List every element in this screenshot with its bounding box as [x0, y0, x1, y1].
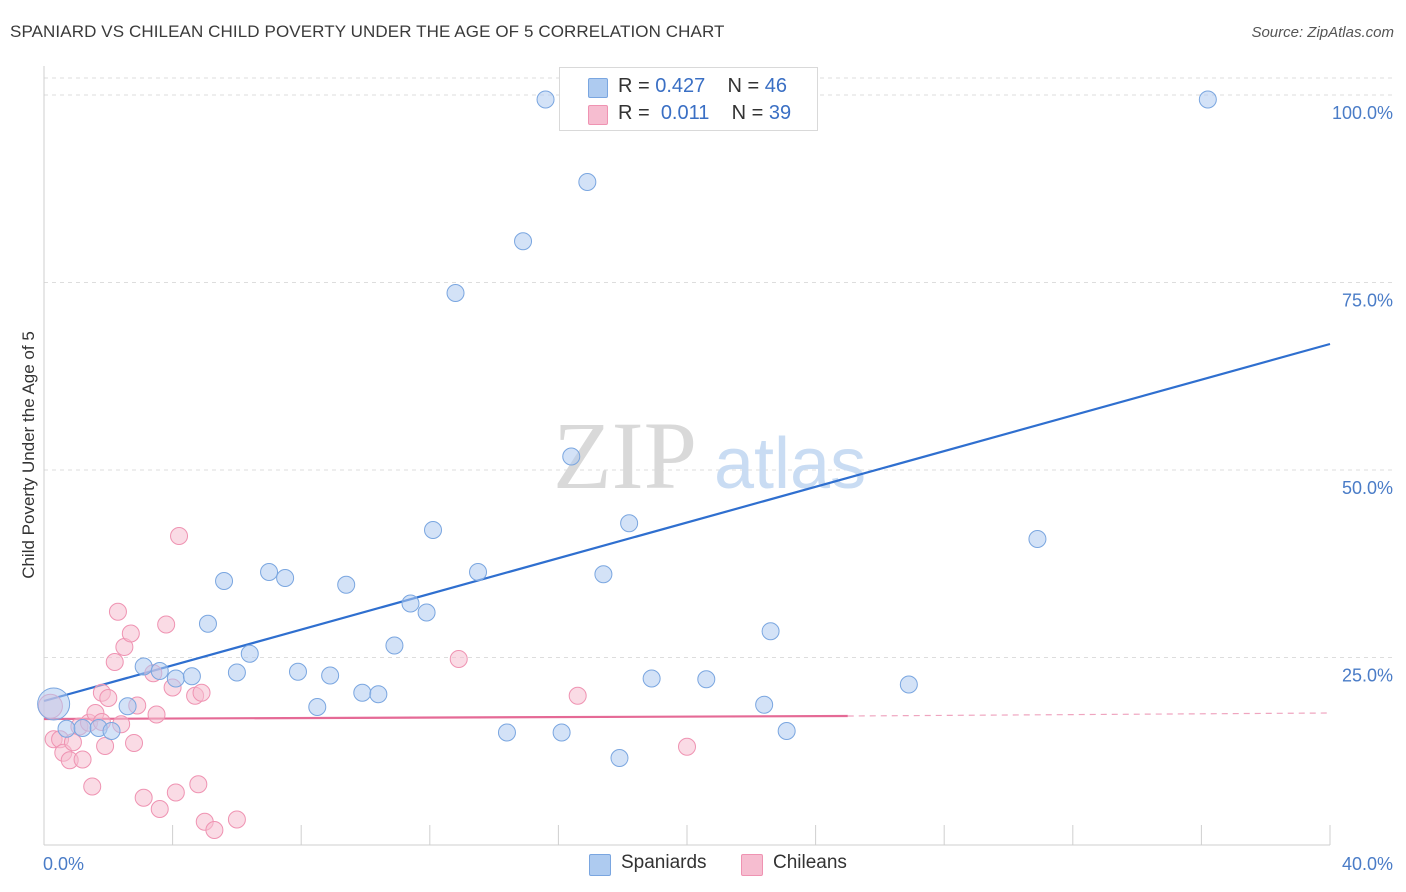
spaniard-point: [57, 719, 76, 738]
spaniard-point: [697, 670, 716, 689]
spaniards-trend-line: [43, 342, 1331, 703]
chilean-point: [157, 615, 176, 634]
spaniard-point: [308, 698, 327, 716]
chilean-point: [189, 775, 208, 794]
spaniards-swatch: [588, 78, 608, 98]
spaniards-legend-label: Spaniards: [621, 852, 707, 873]
spaniard-point: [150, 662, 169, 680]
spaniard-point: [288, 662, 307, 681]
chilean-point: [99, 689, 118, 707]
spaniard-point: [240, 644, 259, 663]
spaniard-point: [777, 722, 796, 740]
chileans-trend-line: [43, 714, 848, 721]
spaniard-point: [610, 749, 629, 767]
chilean-point: [83, 777, 102, 796]
spaniard-point: [215, 572, 234, 590]
spaniard-point: [385, 636, 404, 655]
spaniard-point: [166, 669, 185, 688]
chilean-point: [121, 624, 140, 643]
chileans-legend-label: Chileans: [773, 852, 847, 873]
chilean-point: [205, 821, 224, 839]
y-tick-label-50: 50.0%: [1342, 478, 1393, 498]
spaniard-point: [755, 695, 774, 714]
chilean-point: [568, 686, 587, 705]
spaniard-point: [401, 594, 420, 613]
spaniard-point: [899, 675, 918, 694]
y-tick-label-25: 25.0%: [1342, 666, 1393, 686]
spaniards-points: [37, 90, 1217, 767]
y-tick-label-100: 100.0%: [1332, 103, 1393, 123]
spaniard-point: [446, 284, 465, 302]
spaniard-point: [118, 697, 137, 716]
legend-r-label: R =: [618, 75, 656, 97]
chilean-point: [449, 650, 468, 668]
spaniard-point: [134, 657, 153, 676]
spaniard-point: [761, 622, 780, 641]
chilean-point: [73, 750, 92, 769]
chileans-trend-line-extension: [847, 712, 1331, 717]
spaniard-point: [424, 521, 443, 539]
spaniard-point: [369, 685, 388, 704]
chilean-point: [147, 705, 166, 724]
spaniard-point: [260, 563, 279, 581]
chileans-swatch: [588, 105, 608, 125]
spaniard-point: [337, 575, 356, 594]
spaniard-point: [620, 514, 639, 533]
legend-n-value: 46: [764, 75, 788, 97]
chilean-point: [96, 737, 115, 755]
spaniard-point: [514, 232, 533, 251]
x-tick-label-min: 0.0%: [43, 854, 84, 874]
spaniard-point: [73, 719, 92, 737]
spaniard-point: [353, 683, 372, 702]
chilean-point: [108, 602, 127, 621]
spaniard-point: [497, 723, 516, 742]
y-axis-label: Child Poverty Under the Age of 5: [19, 331, 38, 579]
spaniards-legend-swatch: [589, 854, 611, 876]
spaniard-point: [198, 614, 217, 633]
x-tick-label-max: 40.0%: [1342, 854, 1393, 874]
spaniard-point: [182, 667, 201, 686]
spaniard-point: [102, 722, 121, 740]
legend-r-value: 0.011: [660, 102, 710, 124]
watermark-atlas: atlas: [714, 424, 866, 504]
grid-lines: [44, 77, 1392, 658]
chilean-point: [166, 783, 185, 802]
spaniard-point: [227, 663, 246, 682]
chilean-point: [170, 527, 189, 545]
legend-n-label: N =: [727, 75, 765, 97]
chart-source: Source: ZipAtlas.com: [1251, 24, 1394, 41]
watermark: ZIP atlas: [553, 402, 866, 509]
chilean-point: [105, 653, 124, 671]
spaniard-point: [1028, 530, 1047, 548]
spaniard-point: [469, 563, 488, 581]
spaniard-point: [642, 669, 661, 688]
spaniard-point: [552, 723, 571, 742]
chilean-point: [134, 788, 153, 807]
legend-r-value: 0.427: [655, 75, 706, 97]
chilean-point: [227, 810, 246, 829]
chart-title: SPANIARD VS CHILEAN CHILD POVERTY UNDER …: [10, 22, 725, 41]
spaniard-point: [594, 565, 613, 584]
spaniard-point: [321, 666, 340, 685]
chilean-point: [192, 683, 211, 702]
chilean-point: [678, 737, 696, 756]
y-tick-labels: 25.0% 50.0% 75.0% 100.0%: [1332, 103, 1393, 686]
spaniard-point: [276, 569, 295, 587]
trend-lines: [43, 342, 1331, 721]
chileans-legend-swatch: [741, 854, 763, 876]
spaniard-point: [578, 173, 597, 191]
correlation-legend: R = 0.427 N = 46 R = 0.011 N = 39: [559, 67, 818, 131]
legend-r-label: R =: [618, 102, 656, 124]
legend-n-label: N =: [731, 102, 769, 124]
spaniard-point: [37, 687, 71, 721]
legend-n-value: 39: [768, 102, 792, 124]
spaniard-point: [562, 447, 581, 466]
chilean-point: [150, 800, 169, 818]
spaniard-point: [536, 90, 555, 109]
chilean-point: [125, 734, 144, 752]
spaniard-point: [417, 603, 436, 622]
spaniard-point: [1198, 90, 1217, 109]
y-tick-label-75: 75.0%: [1342, 291, 1393, 311]
